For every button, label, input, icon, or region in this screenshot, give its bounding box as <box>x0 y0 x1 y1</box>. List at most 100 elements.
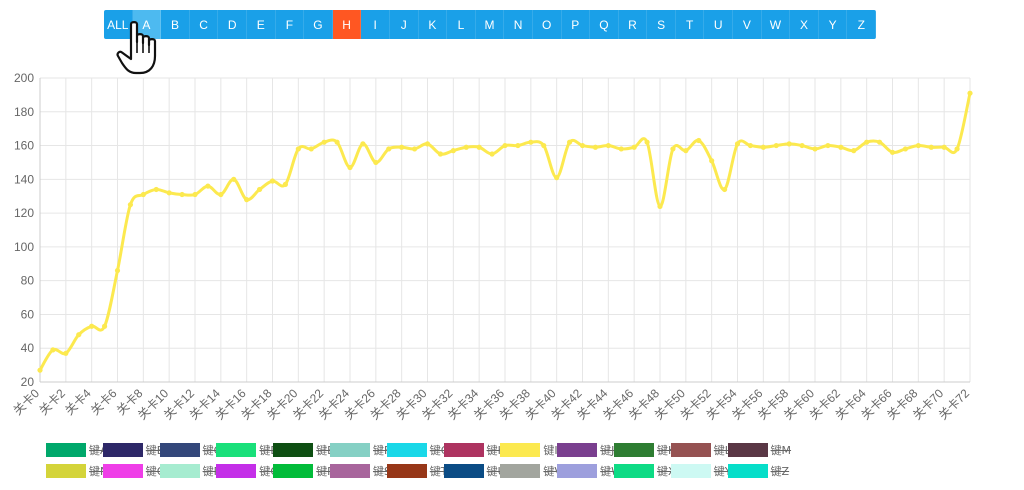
line-chart: 20406080100120140160180200关卡0关卡2关卡4关卡6关卡… <box>11 71 973 423</box>
data-point <box>786 141 792 147</box>
legend-item[interactable]: 键E <box>273 440 334 460</box>
letter-button-s[interactable]: S <box>647 10 676 39</box>
legend-item[interactable]: 键F <box>329 440 390 460</box>
y-tick-label: 180 <box>14 105 34 119</box>
legend-item[interactable]: 键V <box>500 461 562 481</box>
legend-item[interactable]: 键Z <box>727 461 789 481</box>
legend-swatch <box>443 443 484 457</box>
data-point <box>747 142 754 149</box>
data-point <box>644 139 650 145</box>
letter-filter-bar: ALL A B C D E F G H I J K L M N O P Q R S T U V W X Y Z <box>104 10 877 39</box>
letter-button-z[interactable]: Z <box>847 10 877 39</box>
y-tick-label: 20 <box>21 375 35 389</box>
data-point <box>153 186 159 193</box>
data-point <box>773 142 779 149</box>
data-point <box>399 144 405 150</box>
legend-item[interactable]: 键M <box>727 440 791 460</box>
data-point <box>360 141 366 147</box>
data-point <box>954 146 960 152</box>
legend-swatch <box>386 443 427 457</box>
letter-button-x[interactable]: X <box>790 10 819 39</box>
legend-item[interactable]: 键A <box>46 440 108 460</box>
legend-label: 键Z <box>770 465 790 478</box>
letter-button-p[interactable]: P <box>562 10 591 39</box>
data-point <box>450 148 456 154</box>
data-point <box>928 144 934 150</box>
legend-item[interactable]: 键H <box>443 440 506 460</box>
legend-item[interactable]: 键I <box>500 440 558 460</box>
legend-item[interactable]: 键Q <box>216 461 279 481</box>
legend-swatch <box>329 464 370 478</box>
data-point <box>295 146 301 152</box>
legend-label: 键P <box>202 465 221 478</box>
legend-swatch <box>216 464 257 478</box>
letter-button-m[interactable]: M <box>476 10 505 39</box>
y-tick-label: 120 <box>14 206 34 220</box>
letter-button-l[interactable]: L <box>447 10 476 39</box>
data-point <box>657 203 663 209</box>
letter-button-c[interactable]: C <box>190 10 219 39</box>
letter-button-k[interactable]: K <box>419 10 448 39</box>
x-tick-label: 关卡0 <box>11 386 43 418</box>
legend-swatch <box>46 443 86 457</box>
letter-button-i[interactable]: I <box>361 10 390 39</box>
letter-button-w[interactable]: W <box>762 10 791 39</box>
legend-label: 键T <box>429 465 448 478</box>
legend-item[interactable]: 键S <box>329 461 391 481</box>
letter-button-t[interactable]: T <box>676 10 705 39</box>
legend-item[interactable]: 键T <box>386 461 448 481</box>
legend-swatch <box>500 443 541 457</box>
chart-legend: 键A 键B 键C 键D 键E 键F 键G 键H 键I 键J 键K 键L 键M 键N 键O 键P 键Q 键R 键S 键T… <box>46 440 1016 482</box>
legend-row: 键N 键O 键P 键Q 键R 键S 键T 键U 键V 键W 键X 键Y 键Z <box>46 461 1016 481</box>
data-point <box>876 139 883 145</box>
letter-button-n[interactable]: N <box>504 10 533 39</box>
letter-button-b[interactable]: B <box>161 10 190 39</box>
legend-item[interactable]: 键Y <box>670 461 732 481</box>
legend-item[interactable]: 键W <box>557 461 622 481</box>
data-point <box>373 159 379 166</box>
data-point <box>554 175 560 181</box>
legend-swatch <box>159 443 200 457</box>
letter-button-e[interactable]: E <box>247 10 276 39</box>
data-point <box>50 347 56 353</box>
legend-item[interactable]: 键X <box>613 461 676 481</box>
legend-item[interactable]: 键B <box>102 440 164 460</box>
legend-item[interactable]: 键D <box>216 440 279 460</box>
data-point <box>256 186 263 193</box>
letter-button-u[interactable]: U <box>704 10 734 39</box>
letter-button-r[interactable]: R <box>619 10 648 39</box>
data-point <box>140 191 146 198</box>
legend-swatch <box>557 443 598 457</box>
legend-item[interactable]: 键C <box>159 440 221 460</box>
legend-item[interactable]: 键G <box>386 440 449 460</box>
legend-item[interactable]: 键P <box>159 461 220 481</box>
legend-item[interactable]: 键O <box>102 461 165 481</box>
letter-button-y[interactable]: Y <box>819 10 848 39</box>
legend-item[interactable]: 键J <box>557 440 614 460</box>
letter-button-v[interactable]: V <box>733 10 762 39</box>
letter-button-j[interactable]: J <box>390 10 419 39</box>
data-point <box>37 367 43 373</box>
letter-button-f[interactable]: F <box>276 10 305 39</box>
legend-swatch <box>443 464 484 478</box>
data-point <box>941 144 947 150</box>
data-point <box>308 146 314 152</box>
letter-button-q[interactable]: Q <box>590 10 619 39</box>
legend-item[interactable]: 键U <box>443 461 506 481</box>
legend-swatch <box>670 443 711 457</box>
legend-swatch <box>102 464 143 478</box>
legend-item[interactable]: 键N <box>46 461 108 481</box>
legend-item[interactable]: 键L <box>670 440 731 460</box>
legend-swatch <box>102 443 143 457</box>
legend-label: 键S <box>372 465 391 478</box>
letter-button-h[interactable]: H <box>332 10 362 39</box>
data-point <box>864 139 870 145</box>
data-point <box>541 142 547 149</box>
legend-item[interactable]: 键K <box>613 440 675 460</box>
letter-button-o[interactable]: O <box>533 10 562 39</box>
letter-button-g[interactable]: G <box>304 10 333 39</box>
legend-label: 键J <box>600 444 615 457</box>
letter-button-d[interactable]: D <box>218 10 247 39</box>
legend-swatch <box>216 443 257 457</box>
legend-item[interactable]: 键R <box>273 461 335 481</box>
